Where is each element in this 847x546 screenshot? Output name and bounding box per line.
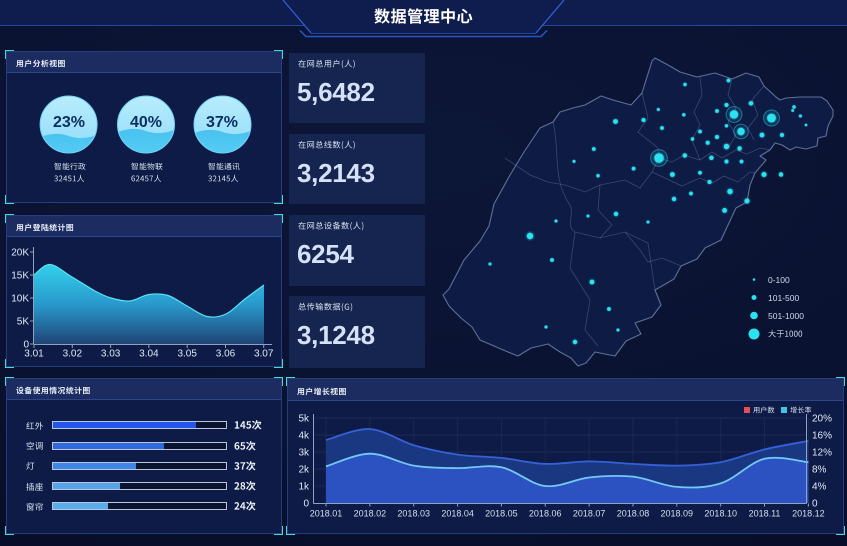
svg-text:8%: 8% [812,465,827,476]
svg-text:5k: 5k [298,414,310,425]
svg-text:12%: 12% [812,448,832,459]
svg-text:20K: 20K [11,248,29,259]
svg-text:3.03: 3.03 [101,349,121,360]
svg-text:3.01: 3.01 [24,349,44,360]
svg-text:3.05: 3.05 [177,349,197,360]
svg-text:3.04: 3.04 [139,349,159,360]
svg-text:10K: 10K [11,294,29,305]
svg-text:16%: 16% [812,431,832,442]
svg-text:3.06: 3.06 [216,349,236,360]
svg-text:2018.11: 2018.11 [749,509,781,519]
svg-text:3k: 3k [298,448,310,459]
svg-text:501-1000: 501-1000 [768,311,804,321]
svg-text:0: 0 [303,499,309,510]
svg-text:2018.06: 2018.06 [529,509,562,519]
svg-text:3.07: 3.07 [254,349,274,360]
svg-text:0: 0 [23,340,29,351]
svg-text:20%: 20% [812,414,832,425]
svg-text:15K: 15K [11,271,29,282]
svg-text:2018.10: 2018.10 [704,509,737,519]
svg-text:0-100: 0-100 [768,275,790,285]
svg-text:2018.01: 2018.01 [310,509,343,519]
svg-text:2018.07: 2018.07 [573,509,606,519]
svg-text:101-500: 101-500 [768,293,799,303]
svg-text:4%: 4% [812,482,827,493]
svg-text:2018.09: 2018.09 [661,509,694,519]
svg-text:2018.03: 2018.03 [397,509,430,519]
svg-text:4k: 4k [298,431,310,442]
svg-text:2018.05: 2018.05 [485,509,518,519]
svg-text:2k: 2k [298,465,310,476]
svg-text:1k: 1k [298,482,310,493]
svg-text:3.02: 3.02 [63,349,83,360]
svg-text:0: 0 [812,499,818,510]
svg-text:2018.04: 2018.04 [441,509,474,519]
svg-text:2018.08: 2018.08 [617,509,650,519]
svg-text:2018.12: 2018.12 [792,509,825,519]
svg-text:2018.02: 2018.02 [354,509,387,519]
svg-text:5K: 5K [17,317,30,328]
